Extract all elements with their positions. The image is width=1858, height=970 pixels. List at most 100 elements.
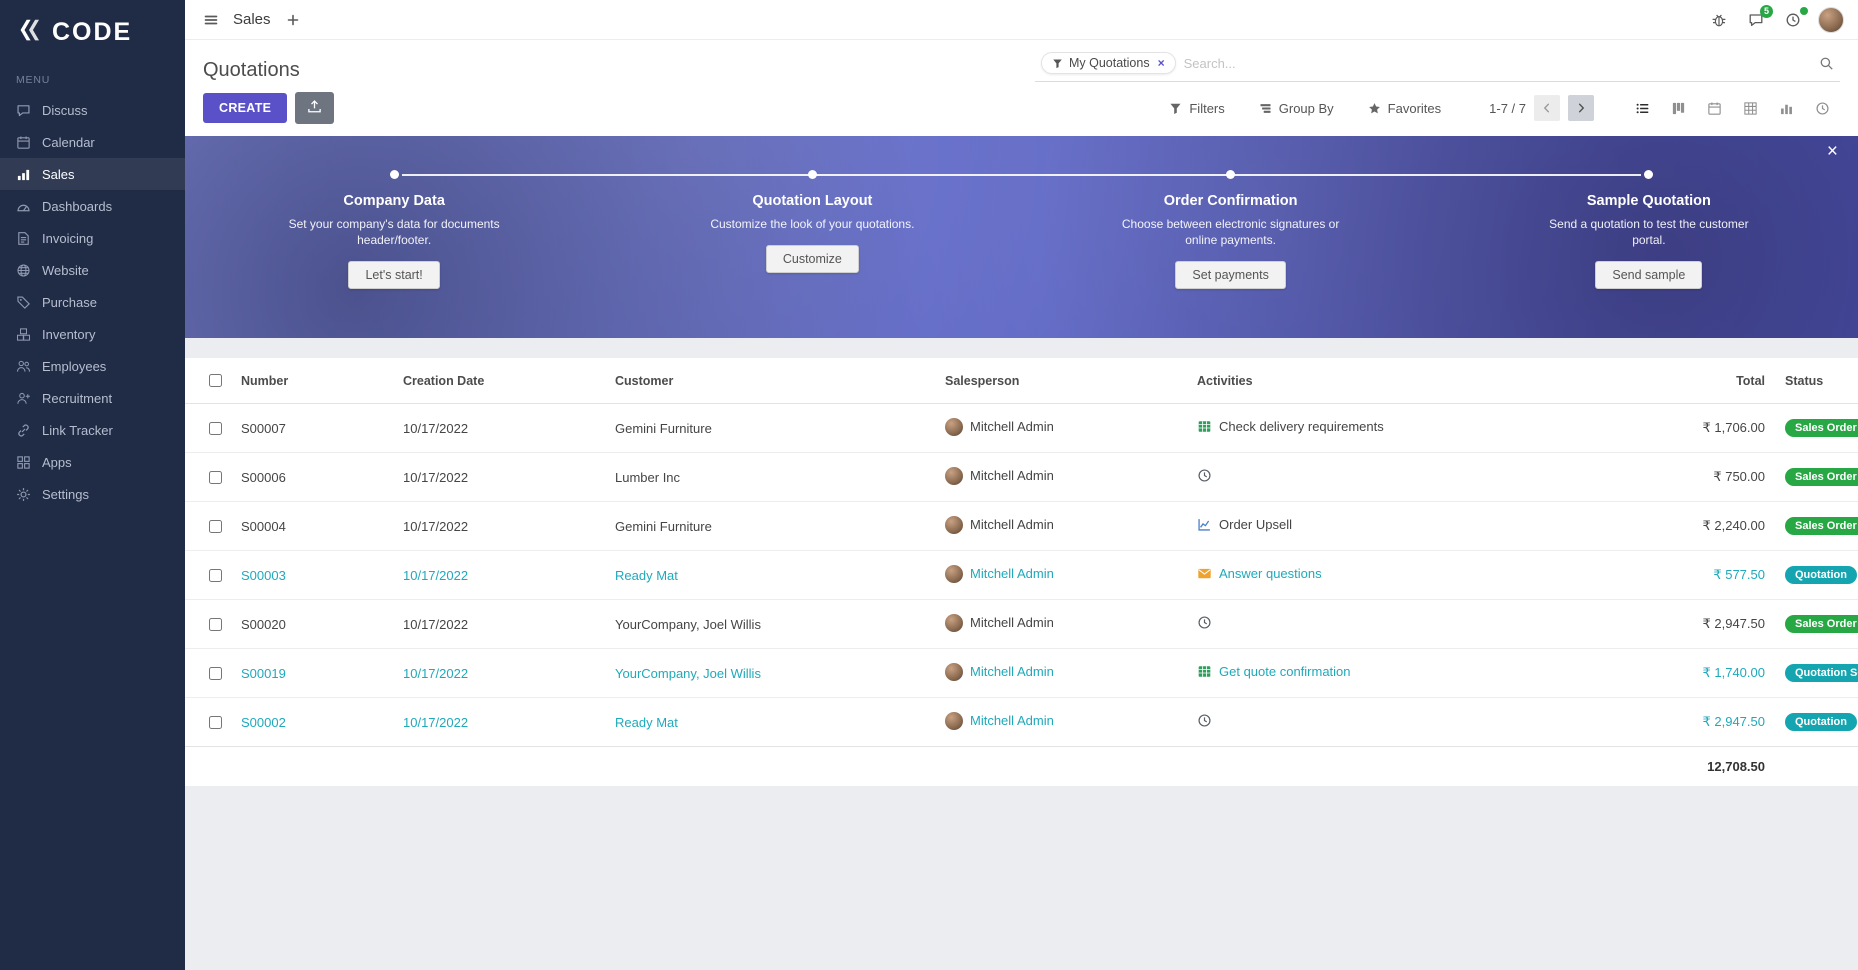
cell-creation-date: 10/17/2022	[393, 648, 605, 698]
spreadsheet-icon	[1197, 419, 1212, 434]
view-list-button[interactable]	[1624, 94, 1660, 122]
favorites-button[interactable]: Favorites	[1362, 100, 1447, 117]
cell-activity[interactable]: Get quote confirmation	[1187, 648, 1645, 698]
column-header-salesperson[interactable]: Salesperson	[935, 358, 1187, 404]
sidebar-item-calendar[interactable]: Calendar	[0, 126, 185, 158]
spreadsheet-icon	[1197, 664, 1212, 679]
sidebar-item-discuss[interactable]: Discuss	[0, 94, 185, 126]
search-input[interactable]: Search...	[1183, 55, 1236, 71]
pager-previous-button[interactable]	[1534, 95, 1560, 121]
table-row[interactable]: S00007 10/17/2022 Gemini Furniture Mitch…	[185, 404, 1858, 453]
row-checkbox[interactable]	[209, 666, 222, 680]
cell-number[interactable]: S00002	[231, 697, 393, 747]
row-checkbox[interactable]	[209, 519, 222, 533]
table-row[interactable]: S00004 10/17/2022 Gemini Furniture Mitch…	[185, 501, 1858, 551]
cell-activity[interactable]: Check delivery requirements	[1187, 404, 1645, 453]
table-row[interactable]: S00002 10/17/2022 Ready Mat Mitchell Adm…	[185, 697, 1858, 747]
cell-number[interactable]: S00004	[231, 501, 393, 551]
step-action-button[interactable]: Customize	[765, 245, 859, 274]
new-window-button[interactable]	[281, 8, 305, 32]
sidebar-item-recruitment[interactable]: Recruitment	[0, 382, 185, 414]
select-all-checkbox[interactable]	[209, 374, 222, 387]
cell-activity[interactable]: Answer questions	[1187, 550, 1645, 600]
row-checkbox[interactable]	[209, 470, 222, 484]
onboarding-steps: Company Data Set your company's data for…	[185, 136, 1858, 338]
create-button[interactable]: CREATE	[203, 93, 288, 123]
menu-section-label: MENU	[16, 74, 51, 86]
view-calendar-button[interactable]	[1696, 94, 1732, 122]
sidebar-item-settings[interactable]: Settings	[0, 478, 185, 510]
salesperson-avatar	[945, 613, 963, 632]
cell-number[interactable]: S00020	[231, 599, 393, 649]
step-action-button[interactable]: Set payments	[1175, 261, 1286, 290]
search-facet[interactable]: My Quotations ×	[1041, 52, 1176, 74]
sidebar-item-employees[interactable]: Employees	[0, 350, 185, 382]
group-by-button[interactable]: Group By	[1253, 100, 1340, 117]
filters-label: Filters	[1189, 100, 1225, 116]
sidebar-item-dashboards[interactable]: Dashboards	[0, 190, 185, 222]
table-row[interactable]: S00019 10/17/2022 YourCompany, Joel Will…	[185, 648, 1858, 698]
cell-activity[interactable]: Order Upsell	[1187, 501, 1645, 551]
view-activity-button[interactable]	[1804, 94, 1840, 122]
sidebar-item-website[interactable]: Website	[0, 254, 185, 286]
cell-activity[interactable]	[1187, 452, 1645, 502]
salesperson-avatar	[945, 711, 963, 730]
column-header-total[interactable]: Total	[1645, 358, 1775, 404]
table-row[interactable]: S00006 10/17/2022 Lumber Inc Mitchell Ad…	[185, 452, 1858, 502]
cell-salesperson: Mitchell Admin	[935, 452, 1187, 502]
sidebar-item-purchase[interactable]: Purchase	[0, 286, 185, 318]
view-switcher	[1624, 94, 1840, 122]
column-header-customer[interactable]: Customer	[605, 358, 935, 404]
cell-number[interactable]: S00006	[231, 452, 393, 502]
cell-creation-date: 10/17/2022	[393, 599, 605, 649]
cell-activity[interactable]	[1187, 599, 1645, 649]
activities-badge	[1800, 6, 1808, 15]
cell-number[interactable]: S00003	[231, 550, 393, 600]
activities-button[interactable]	[1781, 6, 1808, 32]
facet-remove-button[interactable]: ×	[1157, 56, 1165, 70]
column-header-creation-date[interactable]: Creation Date	[393, 358, 605, 404]
cell-activity[interactable]	[1187, 697, 1645, 747]
menu-toggle-button[interactable]	[199, 8, 223, 32]
cell-customer: Ready Mat	[605, 697, 935, 747]
pager-next-button[interactable]	[1568, 95, 1594, 121]
search-icon[interactable]	[1819, 56, 1834, 71]
filters-button[interactable]: Filters	[1163, 100, 1230, 117]
debug-button[interactable]	[1707, 8, 1731, 32]
table-row[interactable]: S00020 10/17/2022 YourCompany, Joel Will…	[185, 599, 1858, 649]
user-avatar[interactable]	[1818, 6, 1844, 33]
sidebar-item-inventory[interactable]: Inventory	[0, 318, 185, 350]
row-checkbox[interactable]	[209, 421, 222, 435]
close-icon[interactable]: ×	[1821, 140, 1844, 164]
messages-button[interactable]: 5	[1744, 4, 1773, 32]
view-kanban-button[interactable]	[1660, 94, 1696, 122]
search-bar[interactable]: My Quotations × Search...	[1035, 50, 1840, 82]
step-action-button[interactable]: Send sample	[1595, 261, 1703, 290]
salesperson-avatar	[945, 662, 963, 681]
content-area: × Company Data Set your company's data f…	[185, 136, 1858, 970]
sidebar-item-link-tracker[interactable]: Link Tracker	[0, 414, 185, 446]
current-app-label[interactable]: Sales	[233, 11, 271, 28]
sidebar-item-invoicing[interactable]: Invoicing	[0, 222, 185, 254]
row-checkbox[interactable]	[209, 617, 222, 631]
row-checkbox[interactable]	[209, 568, 222, 582]
brand-logo[interactable]: CODE	[0, 0, 185, 70]
sidebar-item-label: Discuss	[42, 102, 88, 118]
step-action-button[interactable]: Let's start!	[348, 261, 440, 290]
view-graph-button[interactable]	[1768, 94, 1804, 122]
sidebar-item-label: Invoicing	[42, 230, 94, 246]
table-row[interactable]: S00003 10/17/2022 Ready Mat Mitchell Adm…	[185, 550, 1858, 600]
sidebar-item-sales[interactable]: Sales	[0, 158, 185, 190]
view-pivot-button[interactable]	[1732, 94, 1768, 122]
column-header-status[interactable]: Status	[1775, 358, 1858, 404]
cell-total: ₹ 1,740.00	[1645, 648, 1775, 698]
sidebar-item-apps[interactable]: Apps	[0, 446, 185, 478]
column-header-number[interactable]: Number	[231, 358, 393, 404]
plus-icon	[285, 12, 301, 28]
list-view-icon	[1635, 101, 1650, 116]
column-header-activities[interactable]: Activities	[1187, 358, 1645, 404]
cell-number[interactable]: S00007	[241, 420, 286, 436]
cell-number[interactable]: S00019	[231, 648, 393, 698]
upload-button[interactable]	[295, 92, 335, 124]
row-checkbox[interactable]	[209, 715, 222, 729]
